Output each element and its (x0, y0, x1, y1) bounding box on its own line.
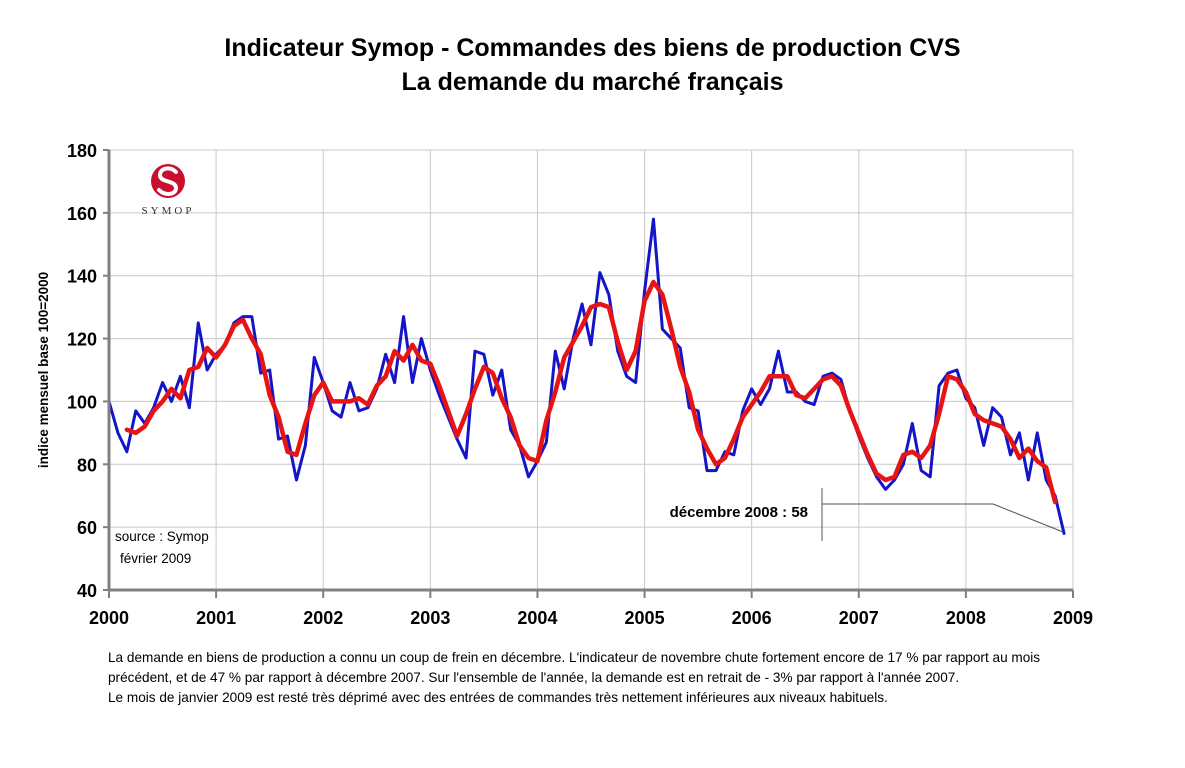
series-monthly-line (107, 217, 1066, 535)
source-line-1: source : Symop (115, 529, 209, 544)
symop-logo-text: SYMOP (142, 205, 195, 217)
y-tick-labels: 40 60 80 100 120 140 160 180 (67, 141, 97, 601)
symop-logo-s-glyph (157, 166, 179, 196)
y-tick-label: 100 (67, 392, 97, 412)
x-tick-labels: 2000 2001 2002 2003 2004 2005 2006 2007 2008 2009 (89, 608, 1093, 628)
x-tick-label: 2003 (410, 608, 450, 628)
y-tick-label: 40 (77, 581, 97, 601)
x-tick-label: 2008 (946, 608, 986, 628)
chart-title: Indicateur Symop - Commandes des biens d… (224, 34, 961, 62)
annotation-label: décembre 2008 : 58 (670, 504, 808, 521)
y-axis-label: indice mensuel base 100=2000 (36, 272, 51, 468)
x-tick-label: 2004 (517, 608, 557, 628)
x-tick-label: 2006 (732, 608, 772, 628)
annotation: décembre 2008 : 58 (670, 488, 1064, 541)
symop-logo: SYMOP (142, 164, 195, 217)
axes (103, 149, 1074, 598)
x-tick-label: 2000 (89, 608, 129, 628)
y-tick-label: 160 (67, 204, 97, 224)
annotation-pointer (992, 503, 1064, 533)
description-paragraph-2: Le mois de janvier 2009 est resté très d… (108, 690, 888, 705)
chart-subtitle: La demande du marché français (401, 68, 784, 96)
x-tick-label: 2002 (303, 608, 343, 628)
gridlines (109, 149, 1074, 590)
series (107, 217, 1066, 535)
source-line-2: février 2009 (120, 551, 191, 566)
x-tick-label: 2007 (839, 608, 879, 628)
y-tick-label: 140 (67, 267, 97, 287)
description-paragraph-1: La demande en biens de production a conn… (108, 650, 1041, 685)
y-tick-label: 120 (67, 330, 97, 350)
x-tick-label: 2001 (196, 608, 236, 628)
y-tick-label: 60 (77, 518, 97, 538)
description: La demande en biens de production a conn… (108, 648, 1108, 708)
x-tick-label: 2005 (625, 608, 665, 628)
series-smoothed-line (124, 279, 1058, 505)
y-tick-label: 180 (67, 141, 97, 161)
x-tick-label: 2009 (1053, 608, 1093, 628)
y-tick-label: 80 (77, 455, 97, 475)
